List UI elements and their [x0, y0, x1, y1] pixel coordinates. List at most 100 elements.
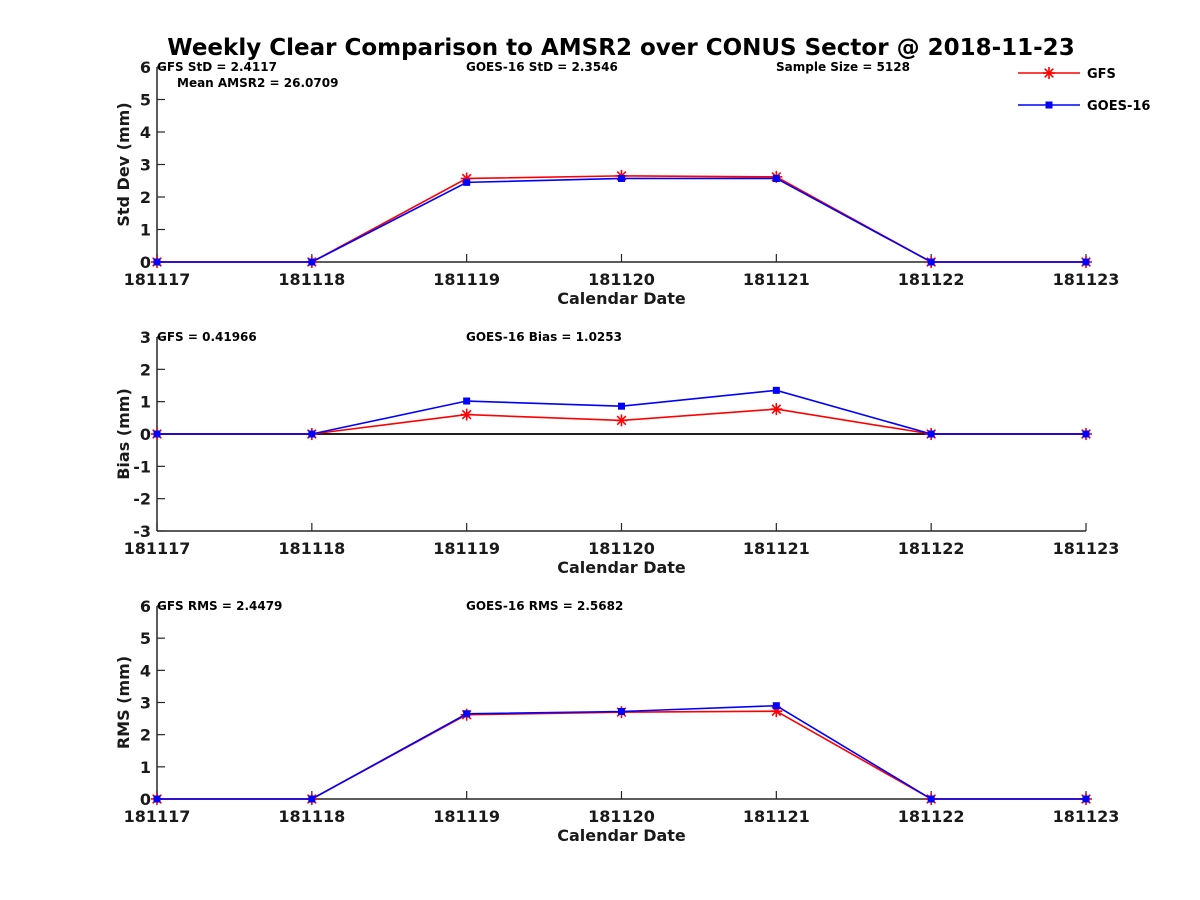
x-tick-label: 181117 [124, 807, 191, 826]
panel-rms: 0 1 2 3 4 5 6 181117 181118 181119 181120 181121 181… [114, 597, 1119, 845]
star-stroke [616, 415, 627, 426]
data-point-goes16 [927, 258, 935, 266]
x-tick-label: 181122 [898, 270, 965, 289]
legend-entry-gfs: GFS [1018, 67, 1116, 82]
series-line-gfs [157, 710, 1086, 800]
data-point-goes16 [153, 430, 161, 438]
legend-entry-goes-16: GOES-16 [1018, 99, 1150, 114]
x-tick-label: 181117 [124, 539, 191, 558]
y-tick-label: 4 [140, 123, 151, 142]
x-tick-label: 181121 [743, 807, 810, 826]
y-tick-label: 5 [140, 629, 151, 648]
data-point-goes16 [618, 402, 625, 410]
legend: GFS GOES-16 [1018, 67, 1150, 114]
data-point-goes16 [1082, 430, 1090, 438]
y-tick-label: 0 [140, 790, 151, 809]
data-point-goes16 [772, 174, 780, 182]
data-point-gfs [460, 408, 473, 421]
data-point-goes16 [772, 702, 780, 710]
x-tick-label: 181117 [124, 270, 191, 289]
x-axis-label: Calendar Date [557, 289, 686, 308]
data-point-goes16 [1082, 795, 1090, 803]
legend-label: GFS [1087, 67, 1116, 82]
x-tick-label: 181118 [278, 270, 345, 289]
series-line-goes-16 [157, 704, 1086, 800]
y-tick-label: 3 [140, 694, 151, 713]
data-point-goes16 [153, 795, 161, 803]
x-tick-label: 181123 [1053, 539, 1120, 558]
x-tick-label: 181122 [898, 539, 965, 558]
x-tick-label: 181121 [743, 539, 810, 558]
x-tick-label: 181119 [433, 270, 500, 289]
stat-annotation: Mean AMSR2 = 26.0709 [177, 76, 338, 90]
x-tick-label: 181118 [278, 539, 345, 558]
y-tick-label: 1 [140, 758, 151, 777]
figure-title: Weekly Clear Comparison to AMSR2 over CO… [167, 35, 1074, 61]
data-point-goes16 [927, 430, 935, 438]
stat-annotation: GFS RMS = 2.4479 [157, 599, 282, 613]
y-tick-label: 3 [140, 156, 151, 175]
y-tick-label: 2 [140, 360, 151, 379]
legend-marker [1043, 67, 1055, 79]
legend-label: GOES-16 [1087, 99, 1150, 114]
y-tick-label: 1 [140, 393, 151, 412]
stat-annotation: GFS = 0.41966 [157, 330, 257, 344]
star-stroke [1044, 68, 1054, 78]
y-tick-label: 6 [140, 597, 151, 616]
panel-std: 0 1 2 3 4 5 6 181117 181118 181119 181120 181121 181… [114, 58, 1119, 308]
y-axis-label: Std Dev (mm) [114, 102, 133, 226]
data-point-goes16 [308, 795, 316, 803]
x-tick-label: 181123 [1053, 807, 1120, 826]
y-tick-label: 0 [140, 253, 151, 272]
y-tick-label: -2 [133, 490, 151, 509]
y-tick-label: -3 [133, 522, 151, 541]
data-point-goes16 [463, 178, 471, 186]
star-stroke [461, 409, 472, 420]
data-point-goes16 [463, 710, 471, 718]
x-tick-label: 181121 [743, 270, 810, 289]
legend-marker [1045, 101, 1053, 109]
data-point-gfs [770, 403, 783, 416]
y-tick-label: 3 [140, 328, 151, 347]
x-axis-label: Calendar Date [557, 558, 686, 577]
data-point-goes16 [618, 708, 625, 716]
y-tick-label: -1 [133, 457, 151, 476]
stat-annotation: GOES-16 Bias = 1.0253 [466, 330, 622, 344]
data-point-goes16 [772, 386, 780, 394]
stat-annotation: GFS StD = 2.4117 [157, 60, 277, 74]
data-point-goes16 [308, 258, 316, 266]
y-tick-label: 2 [140, 726, 151, 745]
x-tick-label: 181123 [1053, 270, 1120, 289]
x-tick-label: 181119 [433, 807, 500, 826]
stat-annotation: Sample Size = 5128 [776, 60, 910, 74]
y-tick-label: 1 [140, 221, 151, 240]
data-point-goes16 [1082, 258, 1090, 266]
data-point-goes16 [153, 258, 161, 266]
data-point-goes16 [308, 430, 316, 438]
panels: 0 1 2 3 4 5 6 181117 181118 181119 181120 181121 181… [114, 58, 1119, 845]
y-tick-label: 0 [140, 425, 151, 444]
series-line-goes-16 [157, 389, 1086, 435]
panel-bias: -3 -2 -1 0 1 2 3 181117 181118 181119 181120 181121… [114, 328, 1119, 577]
y-axis-label: RMS (mm) [114, 656, 133, 749]
star-stroke [771, 404, 782, 414]
data-point-goes16 [927, 795, 935, 803]
data-point-goes16 [618, 174, 625, 182]
y-tick-label: 4 [140, 661, 151, 680]
x-tick-label: 181120 [588, 539, 655, 558]
series-line-gfs [157, 175, 1086, 263]
series-line-goes-16 [157, 177, 1086, 263]
data-point-gfs [615, 414, 628, 427]
y-tick-label: 2 [140, 188, 151, 207]
y-tick-label: 5 [140, 91, 151, 110]
x-tick-label: 181122 [898, 807, 965, 826]
x-tick-label: 181120 [588, 807, 655, 826]
x-tick-label: 181119 [433, 539, 500, 558]
stat-annotation: GOES-16 RMS = 2.5682 [466, 599, 623, 613]
x-tick-label: 181118 [278, 807, 345, 826]
y-axis-label: Bias (mm) [114, 388, 133, 480]
x-axis-label: Calendar Date [557, 826, 686, 845]
stat-annotation: GOES-16 StD = 2.3546 [466, 60, 618, 74]
x-tick-label: 181120 [588, 270, 655, 289]
